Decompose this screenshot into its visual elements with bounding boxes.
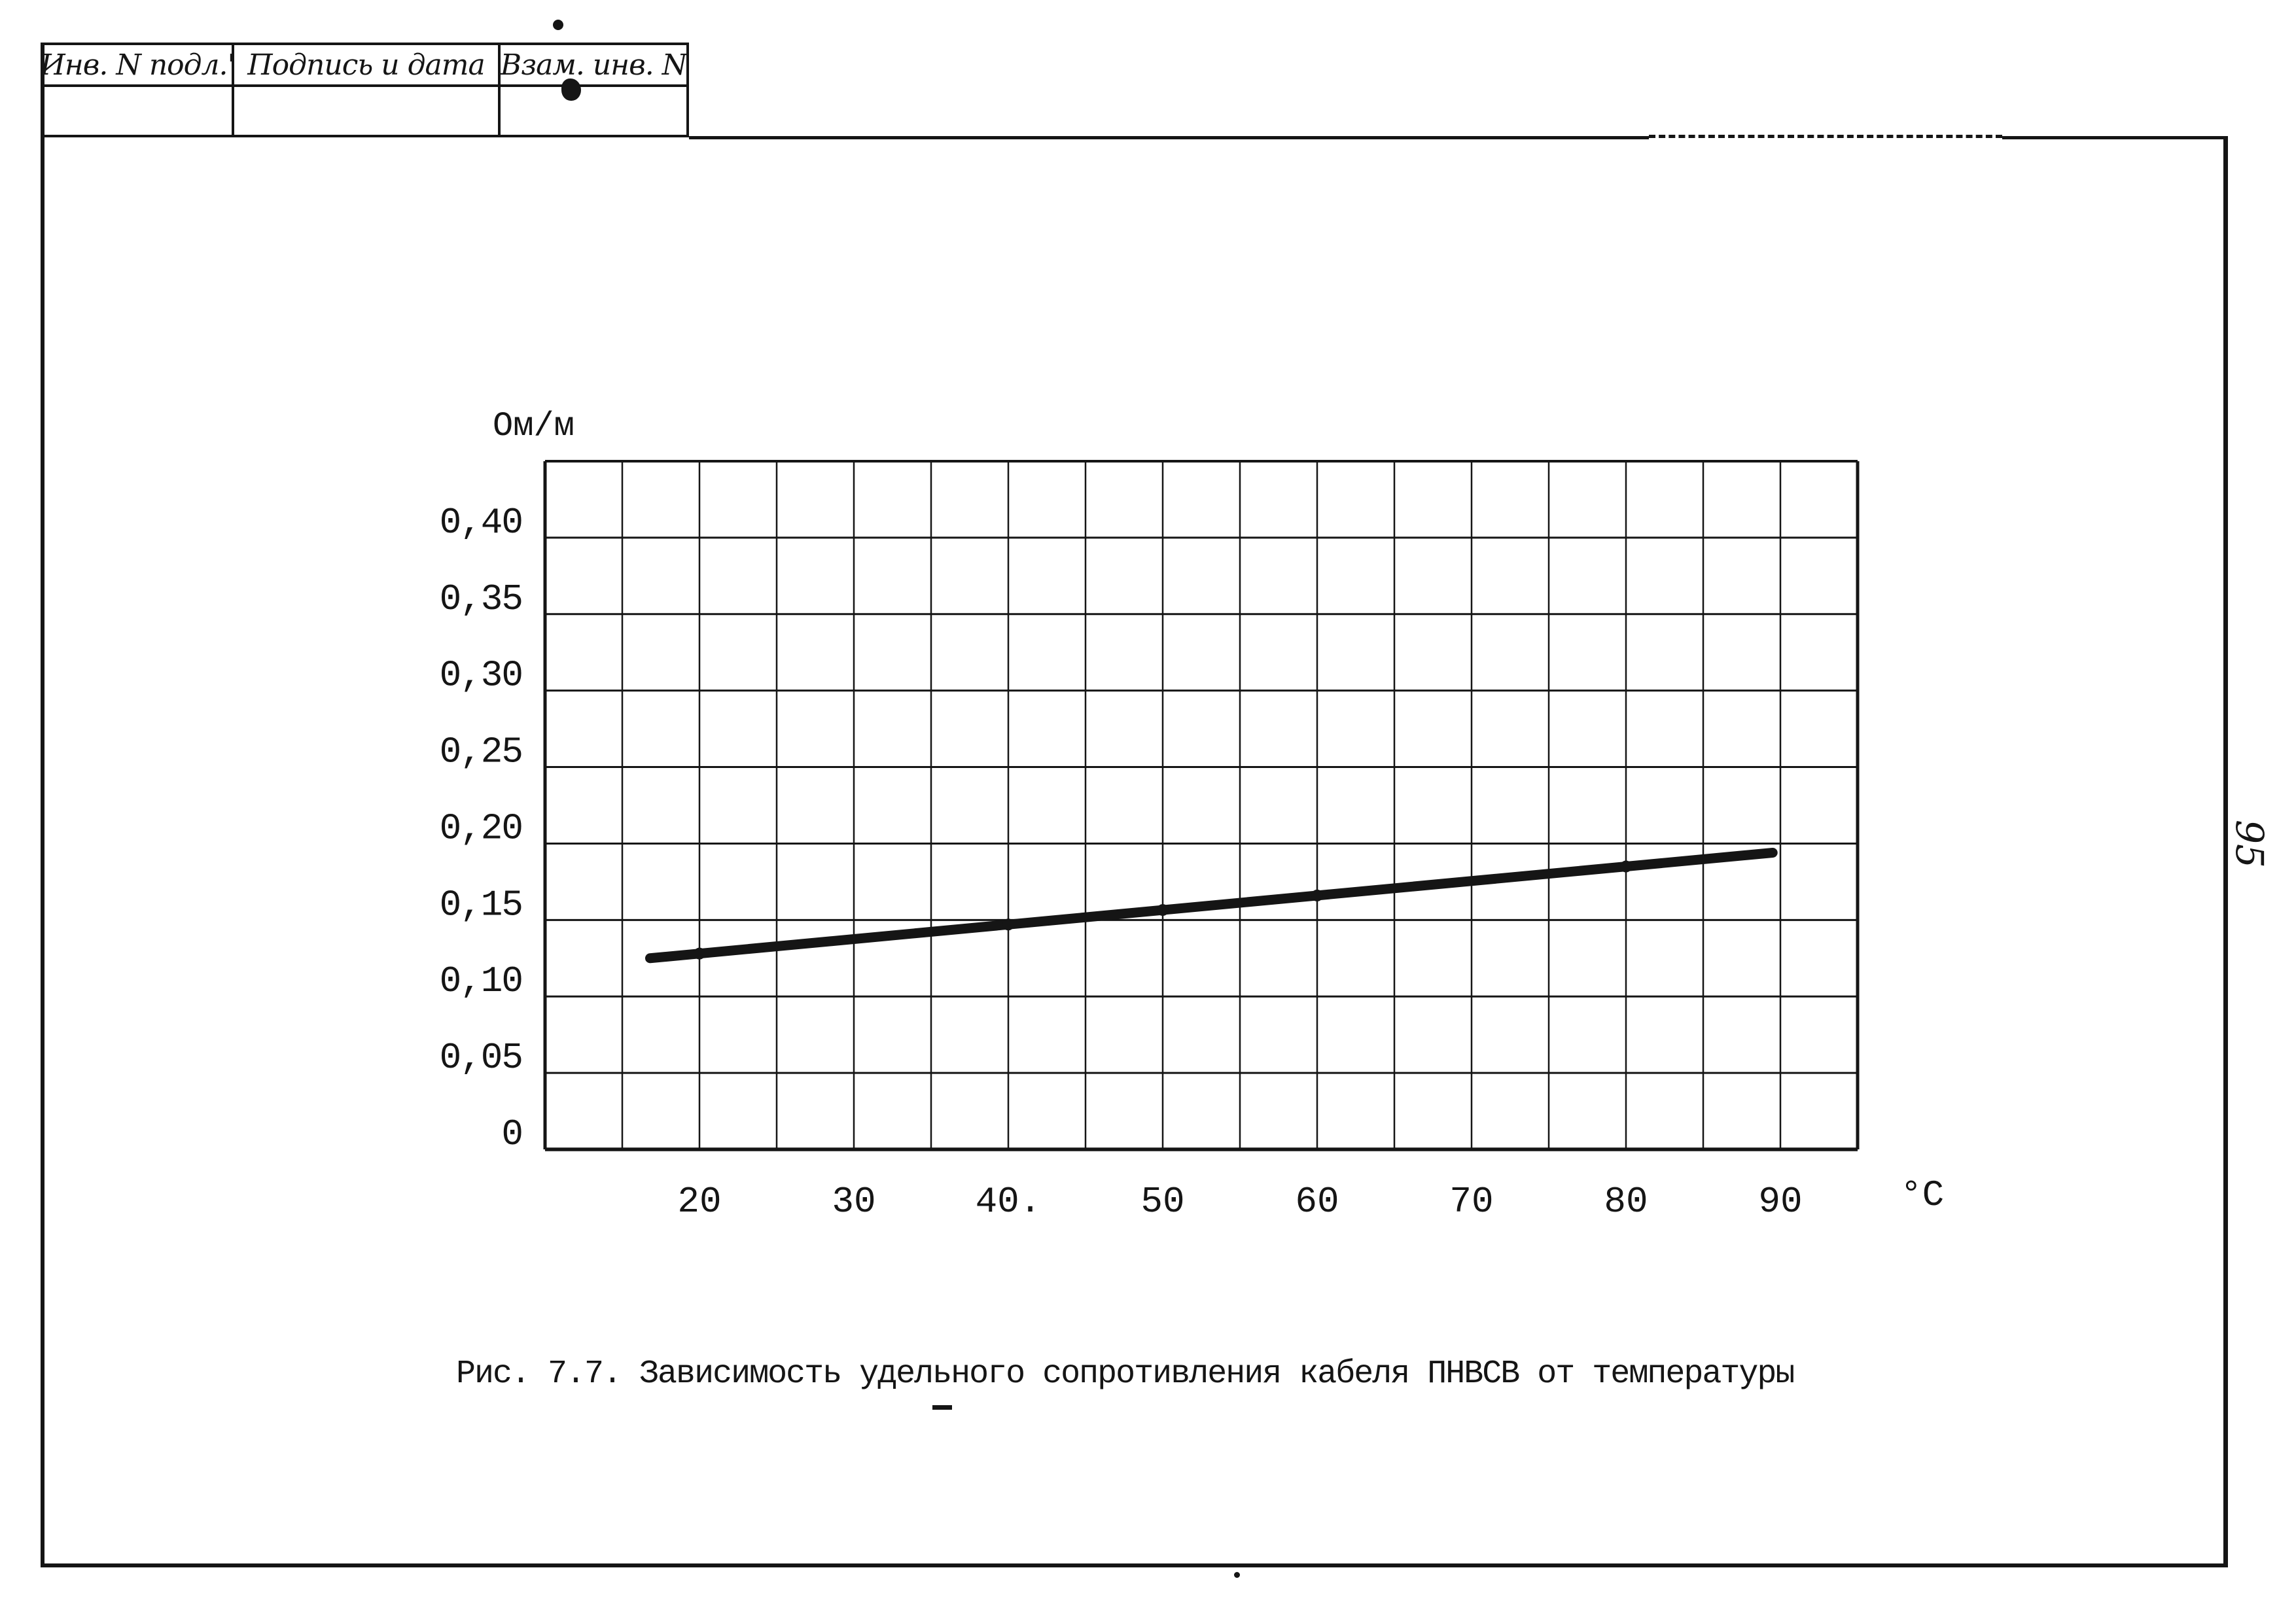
x-axis-unit-label: °C: [1900, 1174, 1944, 1216]
stamp-divider-1: [232, 45, 234, 135]
data-point-marker: [1620, 860, 1632, 873]
stamp-col-inv-podl: Инв. N подл.': [43, 48, 232, 82]
stamp-table: Инв. N подл.' Подпись и дата Взам. инв. …: [41, 43, 689, 137]
figure-caption: Рис. 7.7. Зависимость удельного сопротив…: [456, 1355, 1795, 1393]
frame-border-left: [41, 43, 44, 1567]
data-line: [645, 847, 1778, 964]
frame-border-right: [2223, 136, 2228, 1567]
x-tick-label: 80: [1604, 1181, 1648, 1223]
y-tick-label: 0,25: [440, 731, 522, 773]
x-tick-label: 90: [1758, 1181, 1802, 1223]
ink-artifact: [932, 1405, 952, 1410]
x-tick-label: 20: [677, 1181, 721, 1223]
frame-border-bottom: [41, 1563, 2228, 1567]
frame-border-top: [689, 136, 1649, 139]
x-tick-label: 40.: [976, 1181, 1042, 1223]
y-tick-label: 0,15: [440, 884, 522, 926]
ink-artifact: [561, 79, 581, 101]
y-tick-label: 0,10: [440, 960, 522, 1002]
ink-artifact: [1234, 1572, 1240, 1578]
data-point-marker: [1311, 889, 1323, 901]
x-tick-label: 70: [1449, 1181, 1493, 1223]
frame-border-top-right: [2002, 136, 2228, 139]
y-tick-label: 0,20: [440, 807, 522, 849]
y-tick-label: 0: [501, 1113, 522, 1155]
stamp-header-underline: [43, 84, 686, 87]
x-tick-label: 30: [832, 1181, 875, 1223]
y-tick-label: 0,05: [440, 1037, 522, 1079]
sheet-number: 95: [2227, 820, 2272, 868]
stamp-col-podpis-data: Подпись и дата: [247, 48, 485, 82]
y-tick-label: 0,35: [440, 578, 522, 620]
x-tick-label: 50: [1140, 1181, 1184, 1223]
data-point-marker: [1157, 904, 1169, 916]
stamp-col-vzam-inv: Взам. инв. N: [501, 48, 686, 82]
y-axis-unit-label: Ом/м: [493, 407, 574, 445]
ink-artifact: [553, 20, 563, 30]
data-point-marker: [1002, 918, 1014, 931]
x-tick-label: 60: [1295, 1181, 1339, 1223]
data-point-marker: [694, 947, 705, 960]
stamp-divider-2: [498, 45, 501, 135]
frame-border-top-dashed: [1649, 135, 2002, 138]
y-tick-label: 0,40: [440, 502, 522, 544]
y-tick-label: 0,30: [440, 655, 522, 697]
